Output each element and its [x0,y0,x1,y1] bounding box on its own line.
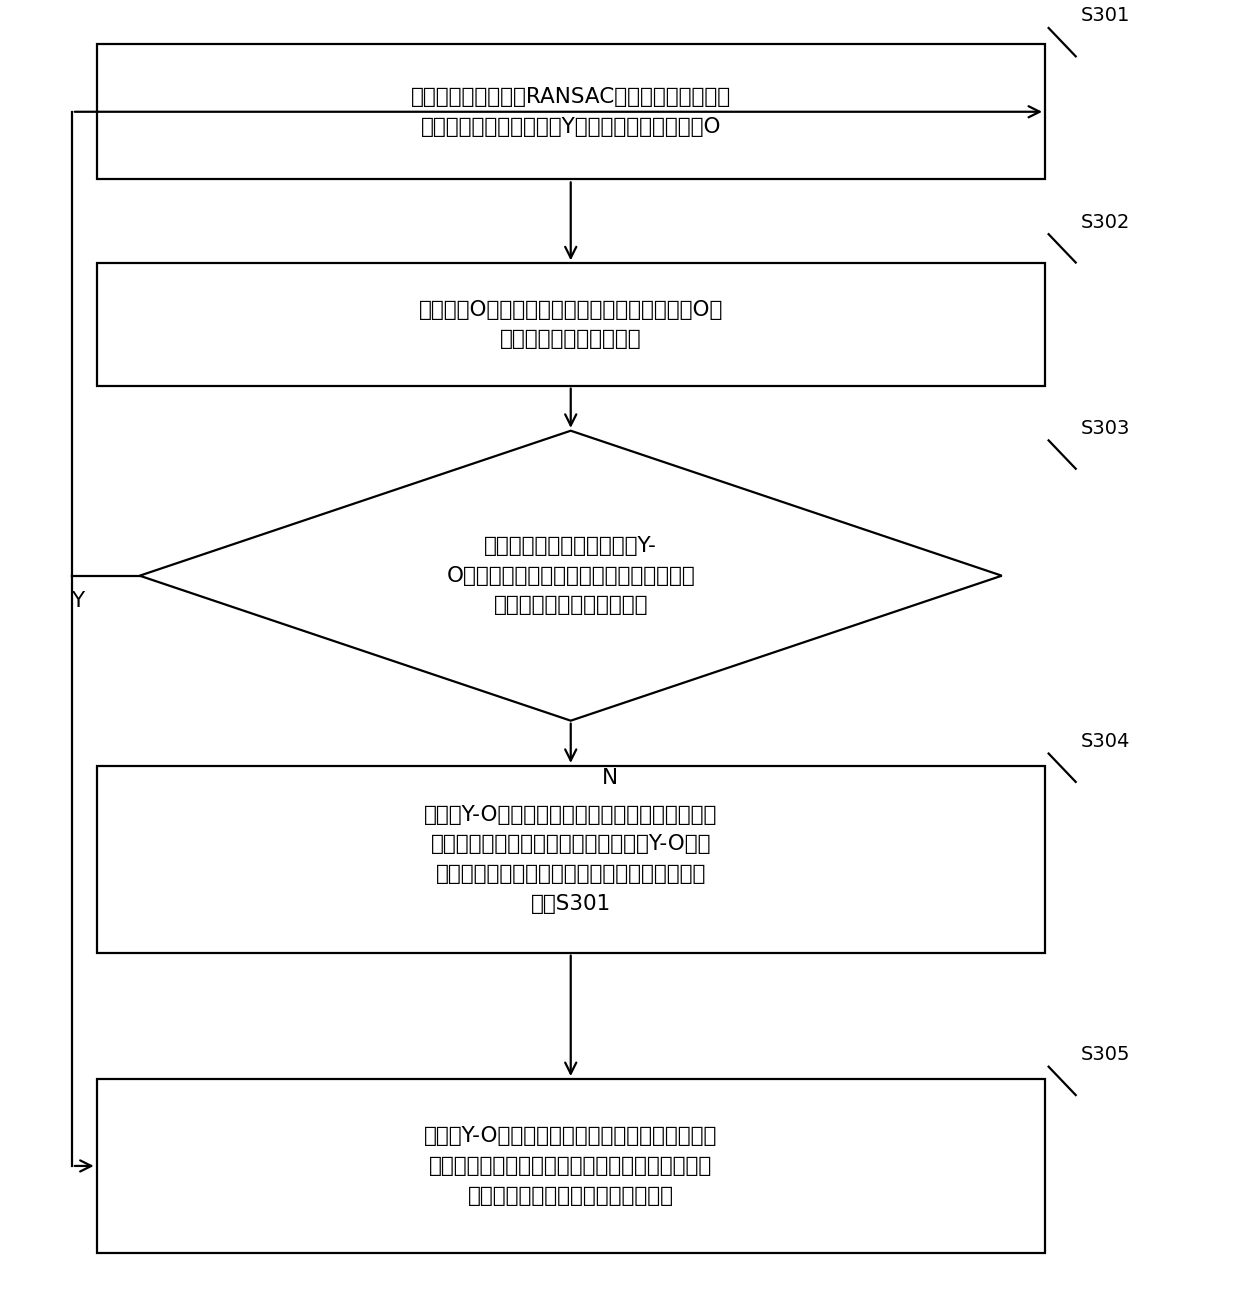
Text: Y: Y [71,591,84,611]
Text: S305: S305 [1080,1045,1130,1065]
FancyBboxPatch shape [97,44,1045,179]
FancyBboxPatch shape [97,1079,1045,1253]
FancyBboxPatch shape [97,765,1045,952]
Text: 若所述Y-O的支持点个数少于预设比例的该第一类
分割区域内的支持点个数，则将当前已拟合的物理
平面的平面方程作为最终的拟合结果: 若所述Y-O的支持点个数少于预设比例的该第一类 分割区域内的支持点个数，则将当前… [424,1126,718,1206]
Text: 基于随机抽样一致性RANSAC算法，从该第一类分
割区域内的当前支持点集Y中选取目标支持点子集O: 基于随机抽样一致性RANSAC算法，从该第一类分 割区域内的当前支持点集Y中选取… [410,86,730,136]
Polygon shape [140,430,1002,721]
Text: S304: S304 [1080,732,1130,751]
Text: S301: S301 [1080,7,1130,25]
Text: 判断当前未拟合支持点子集Y-
O的支持点个数是否少于预设比例的该第一
类分割区域内的支持点个数: 判断当前未拟合支持点子集Y- O的支持点个数是否少于预设比例的该第一 类分割区域… [446,536,696,615]
Text: N: N [601,768,618,787]
FancyBboxPatch shape [97,263,1045,386]
Text: S303: S303 [1080,419,1130,438]
Text: S302: S302 [1080,213,1130,232]
Text: 根据所述O的支持点和支持点的视差，拟合所述O对
应的物理平面的平面方程: 根据所述O的支持点和支持点的视差，拟合所述O对 应的物理平面的平面方程 [419,300,723,349]
Text: 若所述Y-O的支持点个数不少于预设比例的该第一
类分割区域内的支持点个数，则将所述Y-O作为
该第一类分割区域内的当前支持点集，返回执行
步骤S301: 若所述Y-O的支持点个数不少于预设比例的该第一 类分割区域内的支持点个数，则将所… [424,804,718,913]
